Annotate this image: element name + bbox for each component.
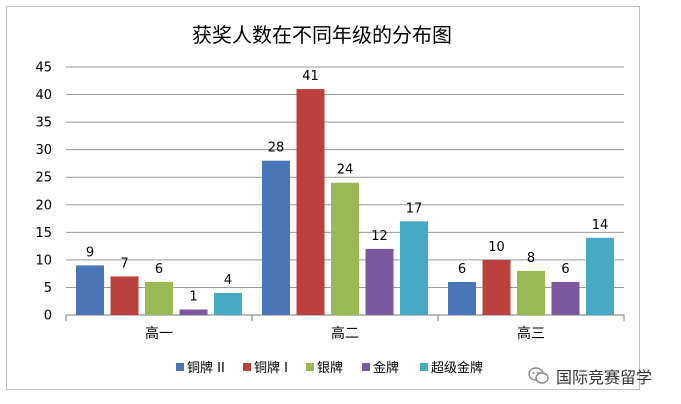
legend-swatch [362,363,370,371]
y-tick-label: 15 [35,226,52,241]
axes: 0 5 10 15 20 25 30 35 40 45 高一 高二 高三 [35,61,625,342]
legend-label: 金牌 [373,360,399,376]
bar [482,259,511,315]
x-tick-label: 高一 [145,325,173,342]
data-label: 12 [371,229,388,244]
x-tick-label: 高二 [331,325,359,342]
y-tick-label: 35 [35,116,52,131]
y-tick-label: 5 [44,281,52,296]
bar [586,237,614,315]
bar [296,89,325,316]
data-label: 28 [268,141,285,156]
data-label: 6 [561,262,569,277]
wechat-icon [528,367,549,384]
legend: 铜牌 II 铜牌 I 银牌 金牌 超级金牌 [176,360,483,376]
legend-label: 超级金牌 [431,360,483,376]
legend-swatch [306,363,314,371]
bar [214,292,242,315]
bar [517,270,545,315]
data-label: 6 [458,262,466,277]
data-label: 14 [592,218,609,233]
y-tick-label: 10 [35,253,52,268]
bar [110,276,139,315]
bars [76,89,614,316]
data-label: 8 [527,251,535,266]
chart-title: 获奖人数在不同年级的分布图 [192,23,452,47]
bar [365,248,394,315]
y-tick-label: 25 [35,171,52,186]
legend-swatch [243,363,251,371]
y-tick-label: 20 [35,198,52,213]
data-label: 41 [302,69,319,84]
legend-label: 银牌 [317,360,343,376]
legend-label: 铜牌 I [254,360,288,376]
bar [448,281,476,315]
y-tick-label: 40 [35,88,52,103]
watermark: 国际竞赛留学 [528,364,652,388]
bar [179,309,208,315]
bar [262,160,290,315]
data-label: 4 [224,273,232,288]
watermark-text: 国际竞赛留学 [556,368,653,387]
y-tick-label: 0 [44,309,52,324]
y-tick-label: 30 [35,143,52,158]
data-label: 17 [406,201,423,216]
data-label: 10 [488,240,505,255]
data-label: 24 [337,163,354,178]
x-tick-label: 高三 [517,325,545,342]
y-tick-label: 45 [35,61,52,76]
data-label: 9 [86,245,94,260]
legend-swatch [420,363,428,371]
data-label: 1 [189,289,197,304]
legend-swatch [176,363,184,371]
bar [145,281,173,315]
bar [400,221,428,315]
legend-label: 铜牌 II [187,360,225,376]
data-label: 6 [155,262,163,277]
data-label: 7 [120,256,128,271]
bar [331,182,359,315]
bar [551,281,580,315]
bar [76,265,104,315]
